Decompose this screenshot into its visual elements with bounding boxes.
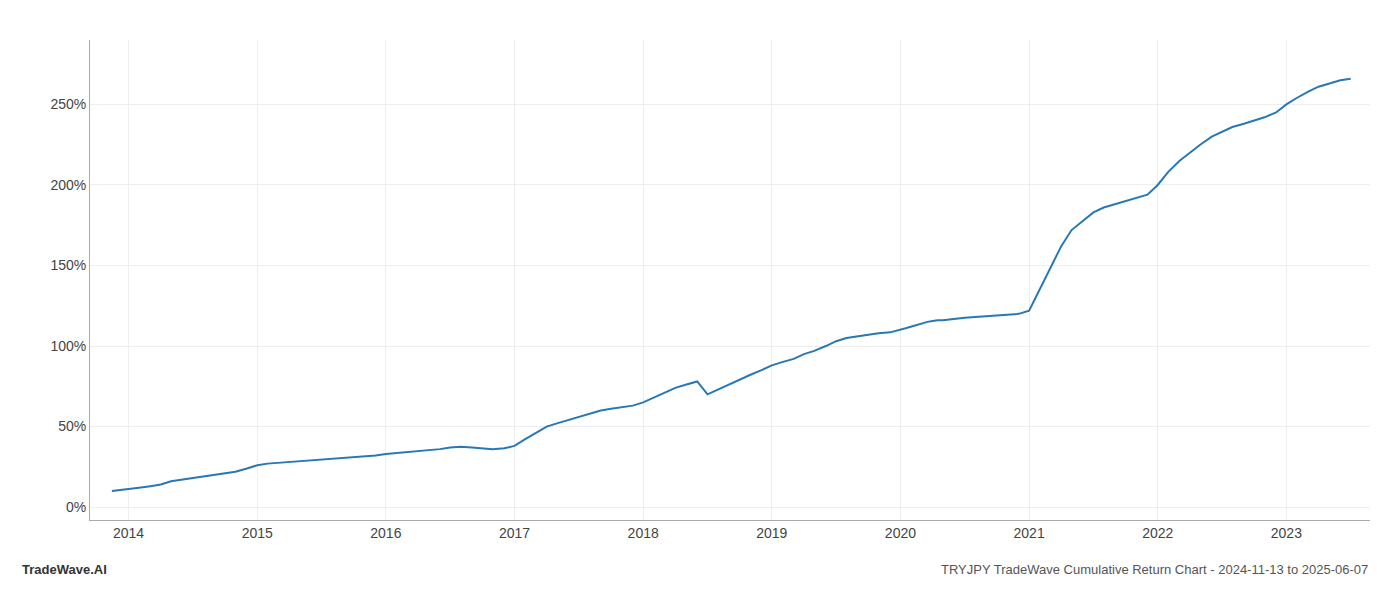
svg-text:2016: 2016 [370,525,401,541]
svg-text:TradeWave.AI: TradeWave.AI [22,562,107,577]
svg-text:2015: 2015 [242,525,273,541]
svg-text:2023: 2023 [1271,525,1302,541]
svg-text:250%: 250% [50,96,86,112]
svg-text:50%: 50% [58,418,86,434]
svg-text:2014: 2014 [113,525,144,541]
svg-text:2020: 2020 [885,525,916,541]
svg-text:0%: 0% [66,499,86,515]
svg-text:2022: 2022 [1142,525,1173,541]
svg-text:2021: 2021 [1014,525,1045,541]
svg-text:TRYJPY TradeWave Cumulative Re: TRYJPY TradeWave Cumulative Return Chart… [941,562,1368,577]
svg-text:2018: 2018 [628,525,659,541]
svg-text:200%: 200% [50,177,86,193]
svg-text:2017: 2017 [499,525,530,541]
svg-text:2019: 2019 [756,525,787,541]
svg-text:150%: 150% [50,257,86,273]
svg-text:100%: 100% [50,338,86,354]
